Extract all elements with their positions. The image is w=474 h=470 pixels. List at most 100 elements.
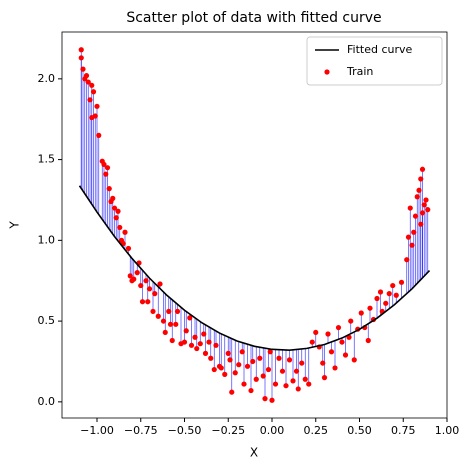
data-point xyxy=(117,224,123,231)
data-point xyxy=(419,166,426,172)
data-point xyxy=(414,194,420,200)
data-point xyxy=(398,279,405,285)
data-point xyxy=(213,342,219,348)
data-point xyxy=(143,278,149,284)
data-point xyxy=(386,291,392,297)
data-point xyxy=(302,376,308,382)
data-point xyxy=(276,355,282,361)
y-tick-label: 1.5 xyxy=(38,153,56,166)
x-tick-label: −0.50 xyxy=(168,424,202,437)
data-point xyxy=(202,350,209,356)
data-point xyxy=(113,215,119,221)
data-point xyxy=(96,132,102,138)
data-point xyxy=(80,66,86,72)
data-point xyxy=(313,329,319,336)
data-point xyxy=(325,331,331,337)
data-point xyxy=(365,337,371,344)
data-point xyxy=(225,350,231,356)
data-point xyxy=(244,363,251,369)
data-point xyxy=(416,187,422,193)
data-point xyxy=(262,396,268,402)
data-point xyxy=(227,357,233,363)
y-axis-label: Y xyxy=(8,221,22,230)
data-point xyxy=(78,55,84,61)
x-tick-label: 0.75 xyxy=(391,424,416,437)
data-point xyxy=(253,376,259,382)
data-point xyxy=(267,349,273,355)
data-point xyxy=(293,368,300,374)
data-point xyxy=(335,324,342,331)
data-point xyxy=(131,276,137,282)
data-point xyxy=(160,318,167,324)
data-point xyxy=(367,305,373,311)
data-point xyxy=(150,308,156,315)
data-point xyxy=(87,97,93,103)
data-point xyxy=(157,281,163,287)
data-point xyxy=(174,308,181,315)
data-point xyxy=(90,89,97,95)
data-point xyxy=(169,337,175,344)
data-point xyxy=(103,171,109,177)
data-point xyxy=(269,397,275,403)
data-point xyxy=(162,329,168,336)
data-point xyxy=(152,291,158,297)
data-point xyxy=(332,365,338,371)
data-point xyxy=(155,313,161,319)
fitted-curve xyxy=(78,185,431,351)
data-point xyxy=(110,195,116,201)
data-point xyxy=(421,202,427,208)
data-point xyxy=(104,165,111,171)
legend-label: Fitted curve xyxy=(347,43,413,56)
data-point xyxy=(83,73,90,79)
data-point xyxy=(222,371,228,377)
x-tick-label: −1.00 xyxy=(80,424,114,437)
data-point xyxy=(201,331,207,337)
data-point xyxy=(92,113,98,119)
data-point xyxy=(139,299,146,305)
plot-frame xyxy=(61,31,448,419)
data-point xyxy=(295,386,301,392)
data-point xyxy=(377,289,384,295)
data-point xyxy=(412,213,419,219)
data-point xyxy=(232,370,238,376)
data-point xyxy=(145,299,151,305)
data-point xyxy=(309,339,315,345)
data-point xyxy=(208,355,214,361)
y-tick-label: 1.0 xyxy=(38,233,56,246)
data-point xyxy=(197,341,203,347)
data-point xyxy=(211,366,217,373)
data-point xyxy=(279,368,286,374)
x-tick-label: −0.25 xyxy=(211,424,245,437)
data-point xyxy=(241,381,247,387)
data-point xyxy=(393,292,399,298)
data-point xyxy=(320,360,326,366)
data-point xyxy=(418,221,424,227)
chart-title: Scatter plot of data with fitted curve xyxy=(126,10,381,26)
data-point xyxy=(236,362,242,368)
data-point xyxy=(265,366,272,373)
data-point xyxy=(127,273,133,279)
data-point xyxy=(351,357,357,363)
data-point xyxy=(290,378,296,384)
data-point xyxy=(257,355,263,361)
x-tick-label: 1.00 xyxy=(435,424,460,437)
data-point xyxy=(115,208,121,214)
data-point xyxy=(146,286,153,292)
x-tick-label: −0.75 xyxy=(124,424,158,437)
data-point xyxy=(348,318,354,324)
data-point xyxy=(425,207,431,213)
data-point xyxy=(194,345,200,352)
data-point xyxy=(390,282,396,289)
legend-label: Train xyxy=(346,65,373,78)
legend-swatch xyxy=(324,69,330,75)
data-point xyxy=(248,387,254,394)
data-point xyxy=(188,342,195,348)
data-point xyxy=(111,205,118,211)
data-point xyxy=(260,373,266,379)
y-tick-label: 0.5 xyxy=(38,314,56,327)
data-point xyxy=(187,315,193,321)
legend: Fitted curve Train xyxy=(306,36,443,86)
data-point xyxy=(166,308,172,315)
data-point xyxy=(218,365,224,371)
data-point xyxy=(138,282,144,289)
